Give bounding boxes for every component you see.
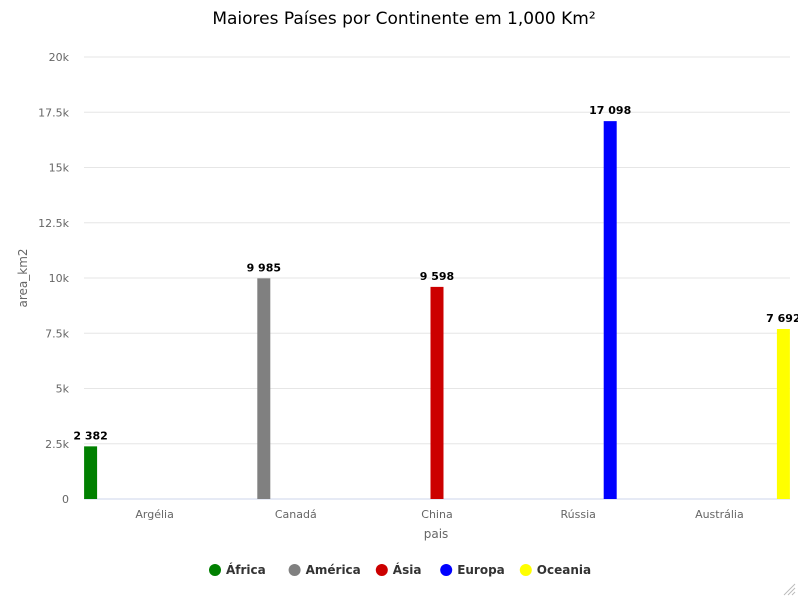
y-tick-label: 0: [62, 493, 69, 506]
bar: [430, 286, 444, 499]
y-axis-ticks: 0 2.5k 5k 7.5k 10k 12.5k 15k 17.5k 20k: [38, 51, 69, 506]
legend-label: América: [306, 563, 361, 577]
legend-marker: [519, 564, 532, 576]
legend-marker: [440, 564, 453, 576]
bar: [776, 329, 790, 499]
legend-marker: [375, 564, 388, 576]
data-label: 9 985: [247, 261, 281, 274]
x-axis-title: pais: [424, 527, 449, 541]
y-tick-label: 20k: [49, 51, 70, 64]
data-label: 2 382: [73, 429, 107, 442]
data-label: 7 692: [766, 312, 798, 325]
x-tick-label: Rússia: [561, 508, 596, 521]
legend-marker: [209, 564, 221, 576]
resize-handle-icon[interactable]: [783, 583, 796, 596]
bar: [84, 446, 98, 499]
legend-item[interactable]: Europa: [440, 563, 505, 577]
y-tick-label: 5k: [56, 383, 70, 396]
bar: [603, 121, 617, 499]
x-tick-label: Argélia: [135, 508, 173, 521]
legend-label: Oceania: [537, 563, 591, 577]
x-axis-ticks: Argélia Canadá China Rússia Austrália: [135, 508, 743, 521]
y-tick-label: 2.5k: [45, 438, 69, 451]
x-tick-label: China: [421, 508, 452, 521]
data-label: 17 098: [589, 104, 631, 117]
x-tick-label: Austrália: [695, 508, 744, 521]
x-tick-label: Canadá: [275, 508, 317, 521]
y-tick-label: 12.5k: [38, 217, 69, 230]
bar: [257, 278, 271, 499]
y-tick-label: 17.5k: [38, 106, 69, 119]
legend-label: Europa: [457, 563, 505, 577]
legend-item[interactable]: Oceania: [519, 563, 591, 577]
chart-title: Maiores Países por Continente em 1,000 K…: [212, 9, 595, 29]
y-tick-label: 15k: [49, 162, 70, 175]
y-tick-label: 10k: [49, 272, 70, 285]
legend-item[interactable]: América: [288, 563, 361, 577]
legend-item[interactable]: África: [209, 562, 266, 577]
legend: África América Ásia Europa Oceania: [209, 562, 591, 577]
y-axis-title: area_km2: [16, 248, 30, 307]
legend-label: África: [226, 562, 266, 577]
legend-label: Ásia: [393, 562, 422, 577]
y-tick-label: 7.5k: [45, 327, 69, 340]
legend-marker: [288, 564, 301, 576]
legend-item[interactable]: Ásia: [375, 562, 422, 577]
data-label: 9 598: [420, 270, 454, 283]
grid-lines: [84, 56, 790, 500]
bars: 2 382 9 985 9 598 17 098 7 692: [73, 104, 798, 499]
